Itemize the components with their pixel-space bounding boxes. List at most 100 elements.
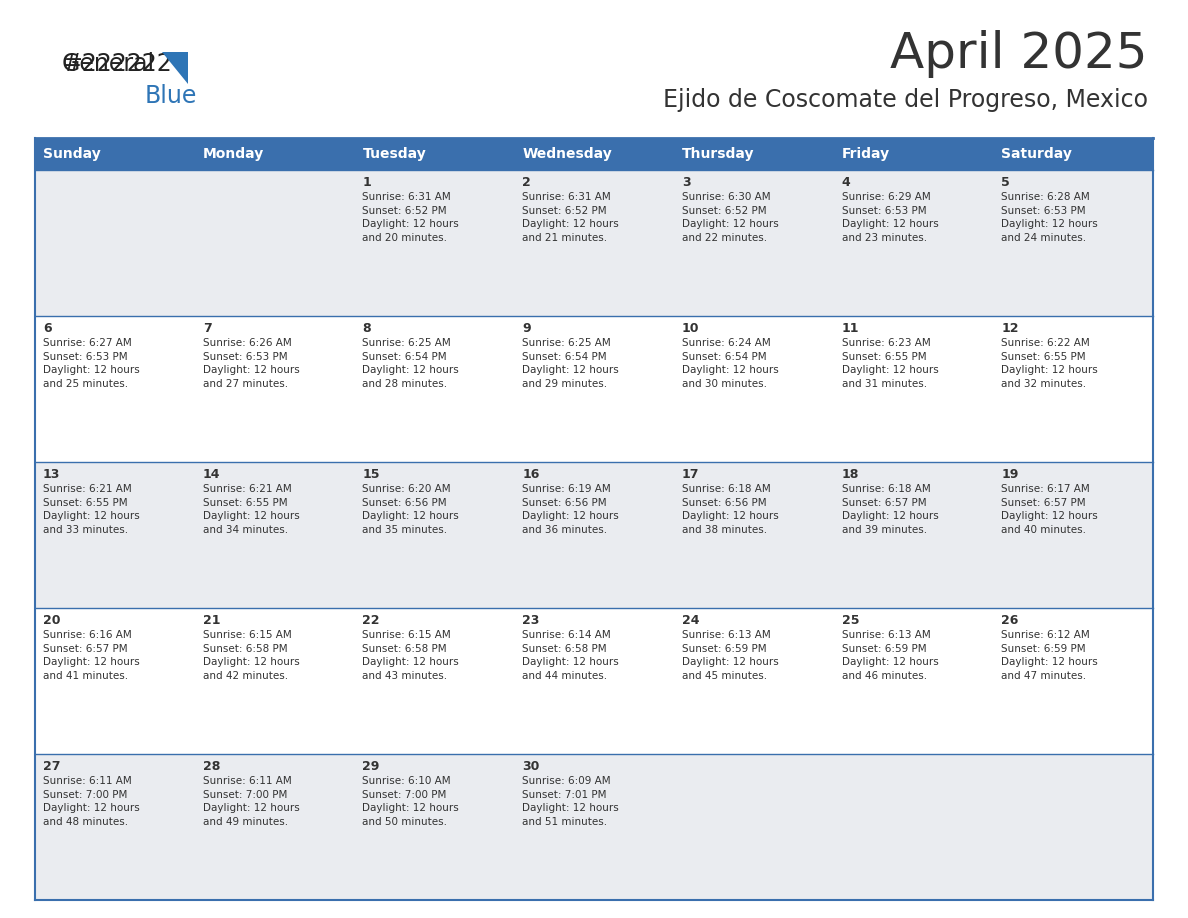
Text: Sunrise: 6:27 AM
Sunset: 6:53 PM
Daylight: 12 hours
and 25 minutes.: Sunrise: 6:27 AM Sunset: 6:53 PM Dayligh…	[43, 338, 140, 389]
Text: Sunrise: 6:10 AM
Sunset: 7:00 PM
Daylight: 12 hours
and 50 minutes.: Sunrise: 6:10 AM Sunset: 7:00 PM Dayligh…	[362, 776, 460, 827]
Text: 4: 4	[841, 176, 851, 189]
Text: Sunrise: 6:13 AM
Sunset: 6:59 PM
Daylight: 12 hours
and 45 minutes.: Sunrise: 6:13 AM Sunset: 6:59 PM Dayligh…	[682, 630, 778, 681]
Text: Sunday: Sunday	[43, 147, 101, 161]
Text: 30: 30	[523, 760, 539, 773]
Text: 17: 17	[682, 468, 700, 481]
Text: Sunrise: 6:18 AM
Sunset: 6:56 PM
Daylight: 12 hours
and 38 minutes.: Sunrise: 6:18 AM Sunset: 6:56 PM Dayligh…	[682, 484, 778, 535]
Text: 3: 3	[682, 176, 690, 189]
Text: Sunrise: 6:12 AM
Sunset: 6:59 PM
Daylight: 12 hours
and 47 minutes.: Sunrise: 6:12 AM Sunset: 6:59 PM Dayligh…	[1001, 630, 1098, 681]
Text: Sunrise: 6:21 AM
Sunset: 6:55 PM
Daylight: 12 hours
and 33 minutes.: Sunrise: 6:21 AM Sunset: 6:55 PM Dayligh…	[43, 484, 140, 535]
Bar	[993, 608, 1154, 754]
Bar	[674, 316, 834, 462]
Text: Sunrise: 6:30 AM
Sunset: 6:52 PM
Daylight: 12 hours
and 22 minutes.: Sunrise: 6:30 AM Sunset: 6:52 PM Dayligh…	[682, 192, 778, 242]
Bar	[834, 316, 993, 462]
Bar	[354, 462, 514, 608]
Text: Tuesday: Tuesday	[362, 147, 426, 161]
Text: #222222: #222222	[62, 52, 172, 76]
Text: Wednesday: Wednesday	[523, 147, 612, 161]
Text: 9: 9	[523, 322, 531, 335]
Bar	[354, 754, 514, 900]
Bar	[674, 170, 834, 316]
Bar	[34, 138, 195, 170]
Text: 16: 16	[523, 468, 539, 481]
Text: 18: 18	[841, 468, 859, 481]
Text: 6: 6	[43, 322, 51, 335]
Bar	[674, 462, 834, 608]
Text: Sunrise: 6:15 AM
Sunset: 6:58 PM
Daylight: 12 hours
and 42 minutes.: Sunrise: 6:15 AM Sunset: 6:58 PM Dayligh…	[203, 630, 299, 681]
Text: Sunrise: 6:14 AM
Sunset: 6:58 PM
Daylight: 12 hours
and 44 minutes.: Sunrise: 6:14 AM Sunset: 6:58 PM Dayligh…	[523, 630, 619, 681]
Text: Saturday: Saturday	[1001, 147, 1072, 161]
Bar	[993, 316, 1154, 462]
Bar	[834, 608, 993, 754]
Bar	[195, 170, 354, 316]
Text: Sunrise: 6:11 AM
Sunset: 7:00 PM
Daylight: 12 hours
and 49 minutes.: Sunrise: 6:11 AM Sunset: 7:00 PM Dayligh…	[203, 776, 299, 827]
Bar	[195, 608, 354, 754]
Text: Sunrise: 6:19 AM
Sunset: 6:56 PM
Daylight: 12 hours
and 36 minutes.: Sunrise: 6:19 AM Sunset: 6:56 PM Dayligh…	[523, 484, 619, 535]
Text: Sunrise: 6:26 AM
Sunset: 6:53 PM
Daylight: 12 hours
and 27 minutes.: Sunrise: 6:26 AM Sunset: 6:53 PM Dayligh…	[203, 338, 299, 389]
Bar	[195, 138, 354, 170]
Text: 21: 21	[203, 614, 220, 627]
Text: Sunrise: 6:17 AM
Sunset: 6:57 PM
Daylight: 12 hours
and 40 minutes.: Sunrise: 6:17 AM Sunset: 6:57 PM Dayligh…	[1001, 484, 1098, 535]
Text: 26: 26	[1001, 614, 1018, 627]
Text: Sunrise: 6:21 AM
Sunset: 6:55 PM
Daylight: 12 hours
and 34 minutes.: Sunrise: 6:21 AM Sunset: 6:55 PM Dayligh…	[203, 484, 299, 535]
Bar	[993, 754, 1154, 900]
Text: General: General	[62, 52, 156, 76]
Bar	[34, 462, 195, 608]
Bar	[674, 754, 834, 900]
Text: 12: 12	[1001, 322, 1019, 335]
Polygon shape	[162, 52, 188, 84]
Bar	[354, 138, 514, 170]
Text: Sunrise: 6:16 AM
Sunset: 6:57 PM
Daylight: 12 hours
and 41 minutes.: Sunrise: 6:16 AM Sunset: 6:57 PM Dayligh…	[43, 630, 140, 681]
Text: Sunrise: 6:31 AM
Sunset: 6:52 PM
Daylight: 12 hours
and 20 minutes.: Sunrise: 6:31 AM Sunset: 6:52 PM Dayligh…	[362, 192, 460, 242]
Bar	[834, 754, 993, 900]
Text: Sunrise: 6:13 AM
Sunset: 6:59 PM
Daylight: 12 hours
and 46 minutes.: Sunrise: 6:13 AM Sunset: 6:59 PM Dayligh…	[841, 630, 939, 681]
Bar	[34, 316, 195, 462]
Text: 1: 1	[362, 176, 371, 189]
Bar	[674, 608, 834, 754]
Text: 5: 5	[1001, 176, 1010, 189]
Text: Sunrise: 6:18 AM
Sunset: 6:57 PM
Daylight: 12 hours
and 39 minutes.: Sunrise: 6:18 AM Sunset: 6:57 PM Dayligh…	[841, 484, 939, 535]
Text: Sunrise: 6:25 AM
Sunset: 6:54 PM
Daylight: 12 hours
and 28 minutes.: Sunrise: 6:25 AM Sunset: 6:54 PM Dayligh…	[362, 338, 460, 389]
Text: 7: 7	[203, 322, 211, 335]
Text: Thursday: Thursday	[682, 147, 754, 161]
Bar	[514, 316, 674, 462]
Text: 8: 8	[362, 322, 371, 335]
Text: 11: 11	[841, 322, 859, 335]
Bar	[514, 754, 674, 900]
Text: 15: 15	[362, 468, 380, 481]
Text: Sunrise: 6:15 AM
Sunset: 6:58 PM
Daylight: 12 hours
and 43 minutes.: Sunrise: 6:15 AM Sunset: 6:58 PM Dayligh…	[362, 630, 460, 681]
Bar	[354, 316, 514, 462]
Text: Sunrise: 6:24 AM
Sunset: 6:54 PM
Daylight: 12 hours
and 30 minutes.: Sunrise: 6:24 AM Sunset: 6:54 PM Dayligh…	[682, 338, 778, 389]
Text: 19: 19	[1001, 468, 1018, 481]
Text: Sunrise: 6:29 AM
Sunset: 6:53 PM
Daylight: 12 hours
and 23 minutes.: Sunrise: 6:29 AM Sunset: 6:53 PM Dayligh…	[841, 192, 939, 242]
Text: Sunrise: 6:23 AM
Sunset: 6:55 PM
Daylight: 12 hours
and 31 minutes.: Sunrise: 6:23 AM Sunset: 6:55 PM Dayligh…	[841, 338, 939, 389]
Bar	[834, 462, 993, 608]
Text: 10: 10	[682, 322, 700, 335]
Text: 25: 25	[841, 614, 859, 627]
Bar	[34, 754, 195, 900]
Bar	[514, 138, 674, 170]
Text: 24: 24	[682, 614, 700, 627]
Bar	[514, 608, 674, 754]
Text: 29: 29	[362, 760, 380, 773]
Text: Monday: Monday	[203, 147, 264, 161]
Bar	[993, 138, 1154, 170]
Bar	[993, 170, 1154, 316]
Text: 13: 13	[43, 468, 61, 481]
Bar	[195, 754, 354, 900]
Bar	[674, 138, 834, 170]
Bar	[514, 170, 674, 316]
Bar	[354, 170, 514, 316]
Bar	[34, 608, 195, 754]
Bar	[195, 316, 354, 462]
Bar	[993, 462, 1154, 608]
Text: Friday: Friday	[841, 147, 890, 161]
Text: 27: 27	[43, 760, 61, 773]
Text: Sunrise: 6:25 AM
Sunset: 6:54 PM
Daylight: 12 hours
and 29 minutes.: Sunrise: 6:25 AM Sunset: 6:54 PM Dayligh…	[523, 338, 619, 389]
Text: 22: 22	[362, 614, 380, 627]
Text: Sunrise: 6:31 AM
Sunset: 6:52 PM
Daylight: 12 hours
and 21 minutes.: Sunrise: 6:31 AM Sunset: 6:52 PM Dayligh…	[523, 192, 619, 242]
Bar	[354, 608, 514, 754]
Text: Sunrise: 6:09 AM
Sunset: 7:01 PM
Daylight: 12 hours
and 51 minutes.: Sunrise: 6:09 AM Sunset: 7:01 PM Dayligh…	[523, 776, 619, 827]
Bar	[195, 462, 354, 608]
Text: Sunrise: 6:28 AM
Sunset: 6:53 PM
Daylight: 12 hours
and 24 minutes.: Sunrise: 6:28 AM Sunset: 6:53 PM Dayligh…	[1001, 192, 1098, 242]
